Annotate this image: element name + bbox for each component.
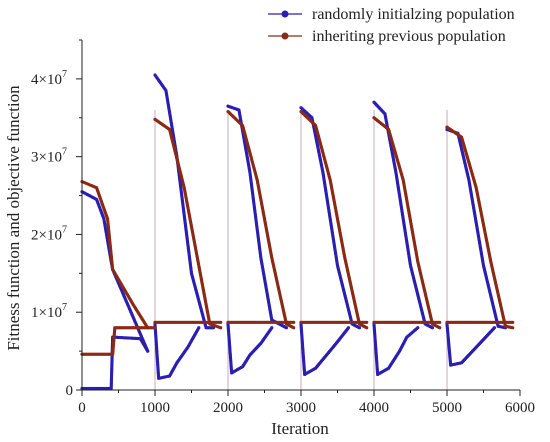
objective-point xyxy=(416,326,420,330)
fitness-point xyxy=(284,326,288,330)
fitness-point xyxy=(357,326,361,330)
objective-point xyxy=(146,349,150,353)
x-tick-label: 6000 xyxy=(505,400,535,416)
objective-point xyxy=(197,326,201,330)
y-tick-label: 4×107 xyxy=(31,69,67,88)
x-tick-label: 5000 xyxy=(432,400,462,416)
y-tick-label: 2×107 xyxy=(31,224,67,243)
legend-label: randomly initialzing population xyxy=(312,6,515,23)
fitness-point xyxy=(292,326,296,330)
restart-divider-lines xyxy=(154,110,448,390)
x-tick-label: 2000 xyxy=(213,400,243,416)
series-inherit xyxy=(80,109,515,356)
legend-label: inheriting previous population xyxy=(312,28,506,45)
x-tick-label: 1000 xyxy=(140,400,170,416)
objective-point xyxy=(292,320,296,324)
fitness-point xyxy=(430,326,434,330)
fitness-point xyxy=(438,326,442,330)
objective-point xyxy=(153,326,157,330)
x-tick-label: 0 xyxy=(78,400,86,416)
legend: randomly initialzing population inheritin… xyxy=(268,6,515,45)
legend-marker xyxy=(281,10,289,18)
fitness-point xyxy=(511,326,515,330)
objective-point xyxy=(270,326,274,330)
fitness-point xyxy=(219,326,223,330)
x-axis-title: Iteration xyxy=(271,419,329,438)
series-layer xyxy=(80,73,515,391)
objective-point xyxy=(219,320,223,324)
objective-point xyxy=(346,326,351,330)
y-tick-label: 0 xyxy=(66,383,74,399)
fitness-point xyxy=(365,326,369,330)
series-random-init xyxy=(80,73,507,391)
x-tick-label: 4000 xyxy=(359,400,389,416)
objective-point xyxy=(492,326,497,330)
y-axis-title: Fitness function and objective function xyxy=(4,85,23,351)
x-tick-label: 3000 xyxy=(286,400,316,416)
y-tick-label: 1×107 xyxy=(31,302,67,321)
legend-marker xyxy=(281,32,289,40)
y-tick-label: 3×107 xyxy=(31,147,67,166)
objective-point xyxy=(365,320,369,324)
objective-point xyxy=(438,320,442,324)
objective-point xyxy=(511,320,515,324)
axes: 0 1000 2000 3000 4000 5000 6000 0 1×107 2×107 3×10… xyxy=(31,39,535,416)
